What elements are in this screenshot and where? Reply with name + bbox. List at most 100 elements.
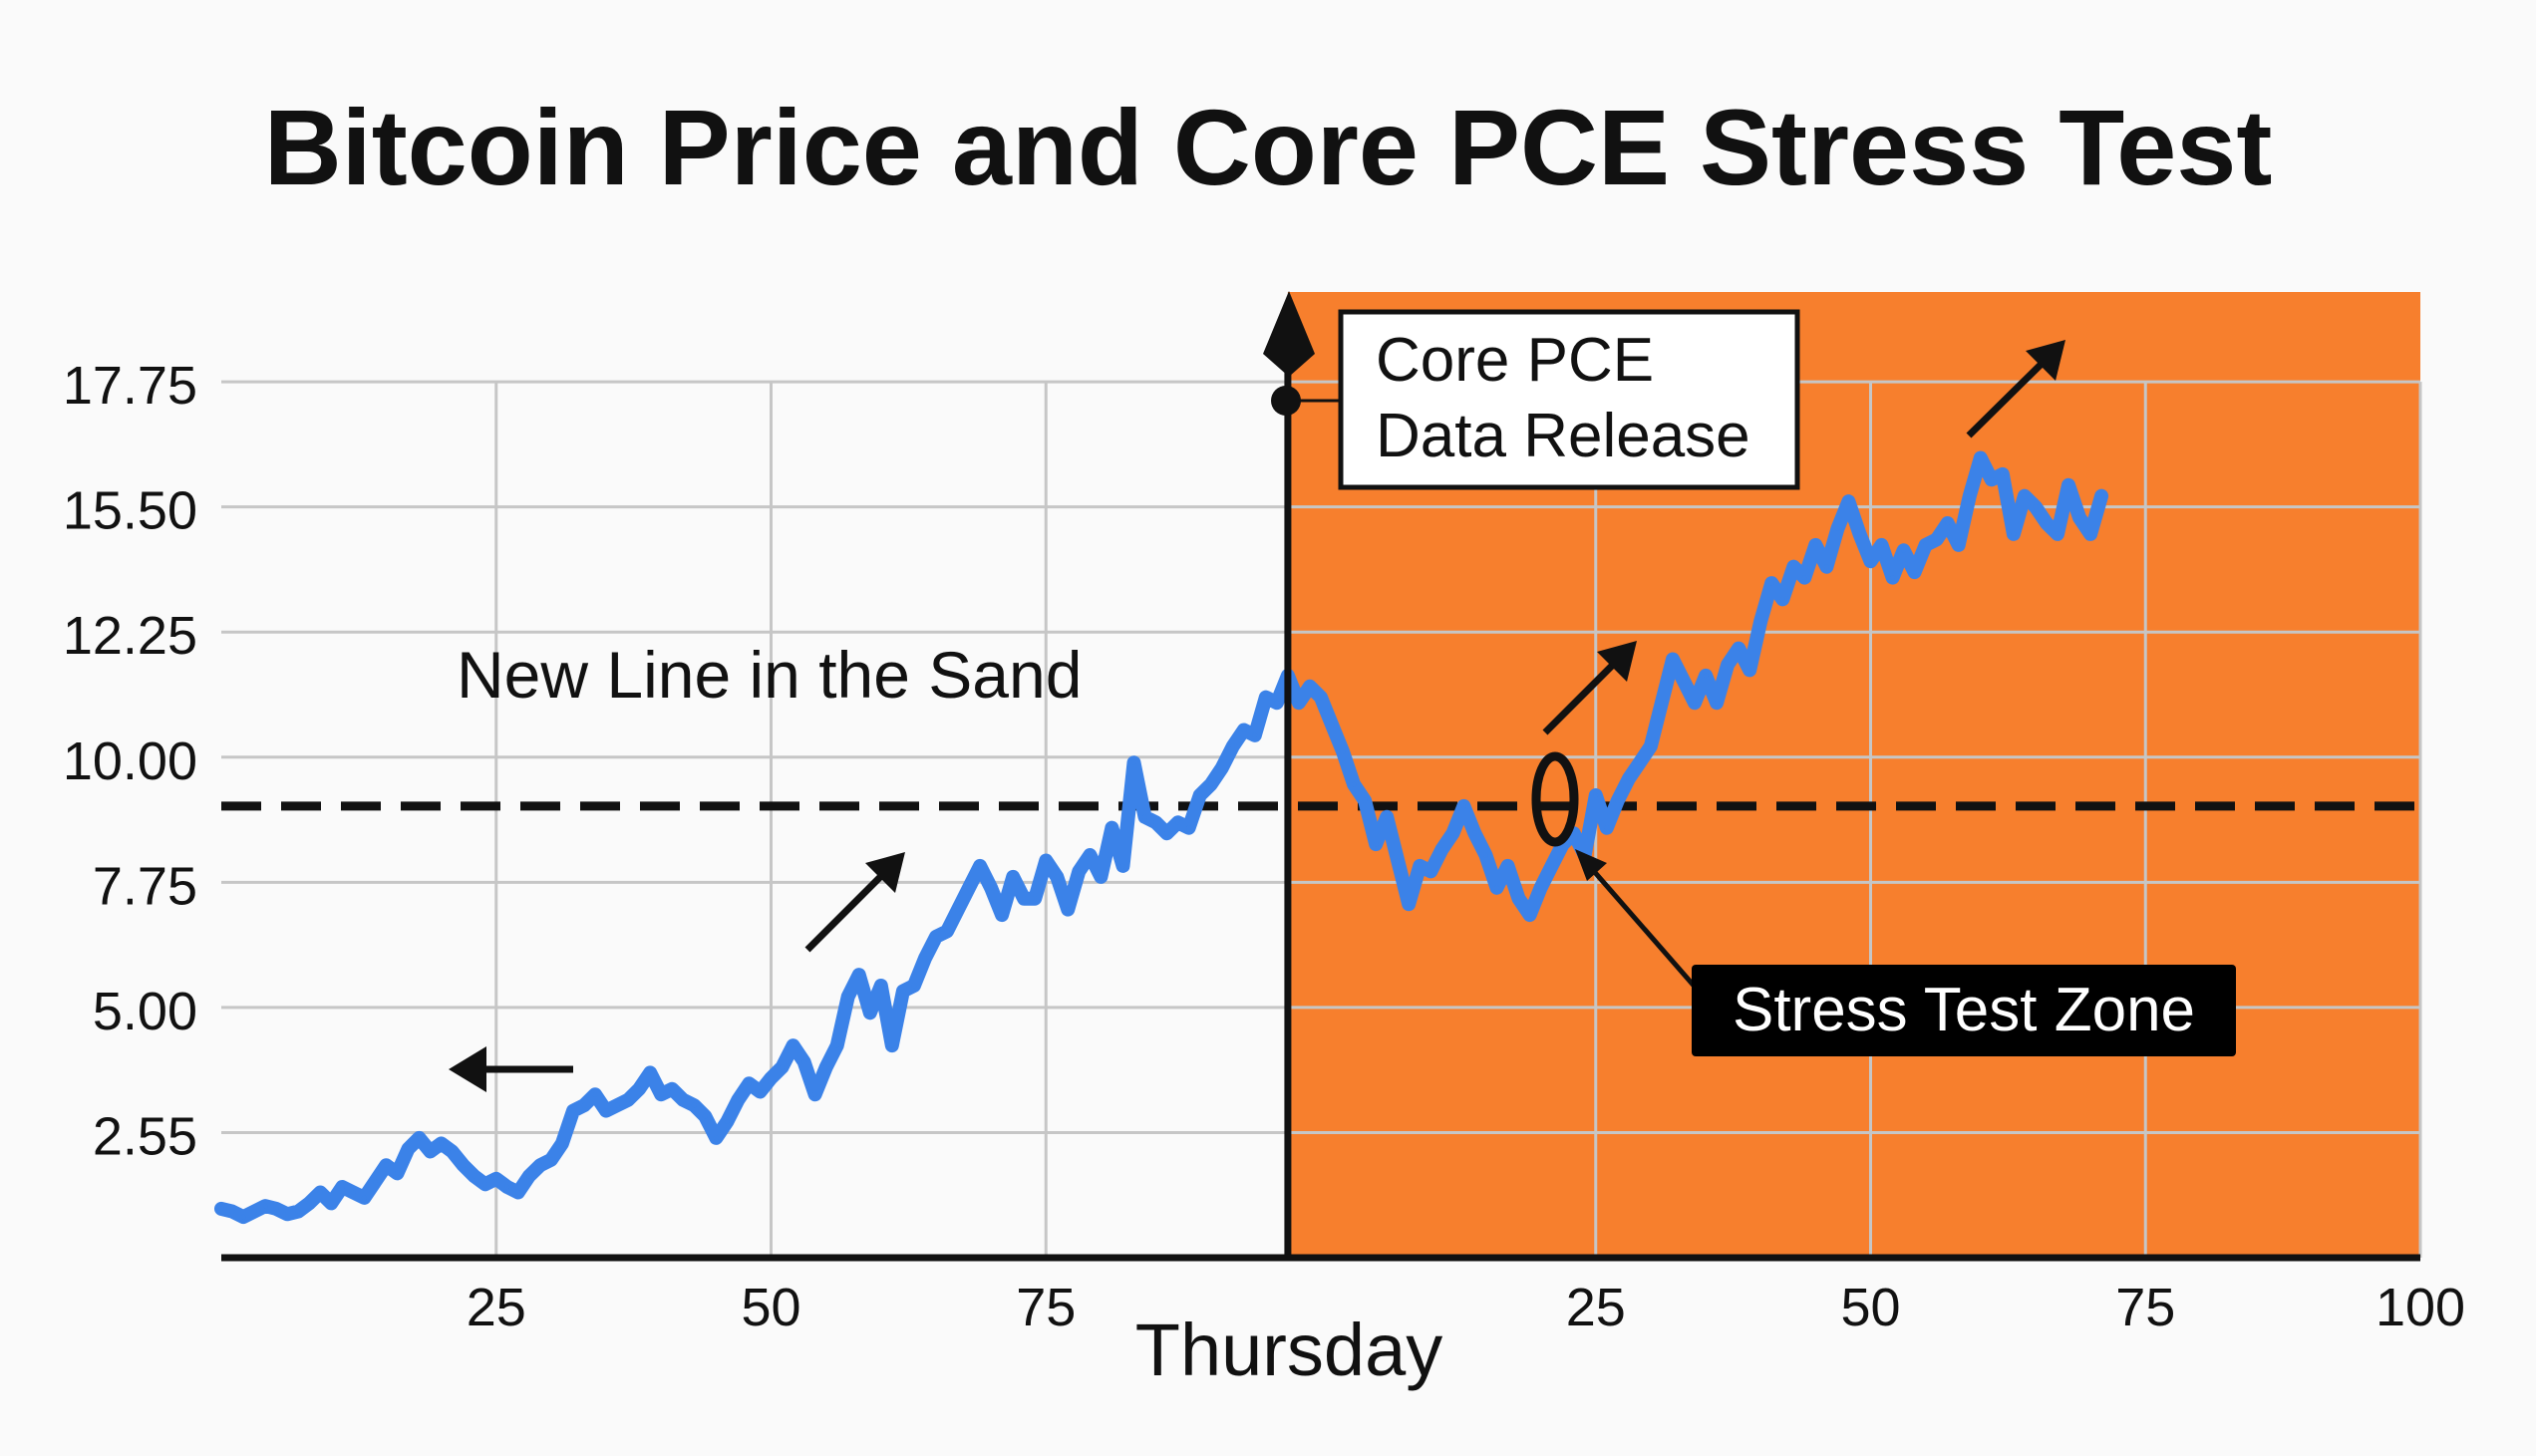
- data-point: [1901, 547, 1907, 553]
- data-point: [1460, 803, 1466, 809]
- up-right-arrow-icon: [804, 852, 905, 953]
- data-point: [2033, 504, 2039, 510]
- data-point: [669, 1086, 675, 1092]
- data-point: [801, 1059, 807, 1064]
- data-point: [383, 1162, 389, 1168]
- data-point: [1186, 825, 1192, 831]
- data-point: [1801, 575, 1807, 581]
- data-point: [1912, 569, 1918, 575]
- data-point: [845, 994, 851, 1000]
- data-point: [273, 1206, 279, 1212]
- data-point: [1329, 722, 1335, 728]
- data-point: [406, 1146, 411, 1152]
- data-point: [812, 1091, 818, 1097]
- data-point: [1131, 759, 1136, 765]
- data-point: [504, 1184, 510, 1190]
- data-point: [2000, 471, 2006, 477]
- y-tick-label: 17.75: [63, 356, 197, 416]
- data-point: [911, 983, 917, 989]
- x-tick-label: 50: [741, 1278, 800, 1337]
- stress-zone-label: Stress Test Zone: [1733, 976, 2195, 1044]
- data-point: [2076, 515, 2082, 521]
- data-point: [1307, 684, 1313, 690]
- data-point: [229, 1209, 235, 1215]
- data-point: [1252, 732, 1258, 738]
- data-point: [1032, 896, 1038, 902]
- data-point: [713, 1135, 719, 1141]
- data-point: [493, 1176, 499, 1182]
- data-point: [977, 863, 983, 869]
- data-point: [1373, 841, 1379, 847]
- data-point: [1834, 526, 1840, 531]
- data-point: [2022, 493, 2028, 499]
- data-point: [284, 1211, 290, 1217]
- stress-zone-label-box: [1692, 965, 2236, 1056]
- data-point: [1978, 455, 1984, 460]
- data-point: [295, 1209, 301, 1215]
- data-point: [1417, 863, 1423, 869]
- data-point: [372, 1179, 378, 1185]
- data-point: [955, 907, 961, 913]
- data-point: [1087, 852, 1093, 858]
- data-point: [1637, 759, 1643, 765]
- reference-line-label: New Line in the Sand: [457, 638, 1082, 712]
- data-point: [262, 1203, 268, 1209]
- data-point: [900, 989, 906, 994]
- y-tick-label: 5.00: [93, 982, 197, 1041]
- data-point: [1076, 868, 1082, 874]
- data-point: [614, 1102, 620, 1108]
- x-tick-label: 25: [1566, 1278, 1626, 1337]
- data-point: [1449, 830, 1455, 836]
- data-point: [1659, 700, 1665, 706]
- data-point: [1318, 695, 1324, 701]
- data-point: [1812, 542, 1818, 548]
- data-point: [691, 1102, 697, 1108]
- data-point: [328, 1200, 334, 1206]
- data-point: [1175, 819, 1181, 825]
- data-point: [2098, 493, 2104, 499]
- y-tick-label: 12.25: [63, 606, 197, 666]
- data-point: [1263, 695, 1269, 701]
- data-point: [1021, 896, 1027, 902]
- data-point: [1516, 896, 1521, 902]
- data-point: [636, 1086, 642, 1092]
- data-point: [647, 1069, 653, 1075]
- up-right-arrow-icon: [1542, 641, 1637, 735]
- x-tick-label: 75: [1016, 1278, 1076, 1337]
- data-point: [1945, 520, 1951, 526]
- x-tick-labels: 25 50 75 25 50 75 100: [467, 1278, 2465, 1337]
- x-tick-label: 75: [2115, 1278, 2175, 1337]
- data-point: [1482, 852, 1488, 858]
- data-point: [1054, 874, 1060, 880]
- data-point: [1956, 542, 1962, 548]
- data-point: [461, 1162, 467, 1168]
- data-point: [1438, 847, 1444, 853]
- data-point: [1427, 868, 1433, 874]
- data-point: [922, 956, 928, 962]
- event-annotation-box: [1338, 309, 1800, 490]
- y-tick-label: 15.50: [63, 481, 197, 541]
- data-point: [1845, 498, 1851, 504]
- data-point: [1471, 830, 1477, 836]
- data-point: [526, 1173, 532, 1179]
- data-point: [658, 1091, 664, 1097]
- data-point: [1340, 748, 1346, 754]
- data-point: [1934, 536, 1940, 542]
- data-point: [1362, 797, 1368, 803]
- data-point: [1219, 765, 1225, 771]
- data-point: [1868, 558, 1873, 564]
- data-point: [1109, 825, 1114, 831]
- data-point: [559, 1140, 565, 1146]
- data-point: [1648, 743, 1654, 749]
- data-point: [1197, 792, 1203, 798]
- data-point: [1989, 476, 1995, 482]
- data-point: [1527, 912, 1533, 918]
- data-point: [240, 1214, 246, 1220]
- data-point: [1692, 700, 1698, 706]
- data-point: [1790, 564, 1796, 570]
- data-point: [472, 1173, 477, 1179]
- data-point: [1681, 678, 1687, 684]
- data-point: [537, 1162, 543, 1168]
- data-point: [395, 1170, 400, 1176]
